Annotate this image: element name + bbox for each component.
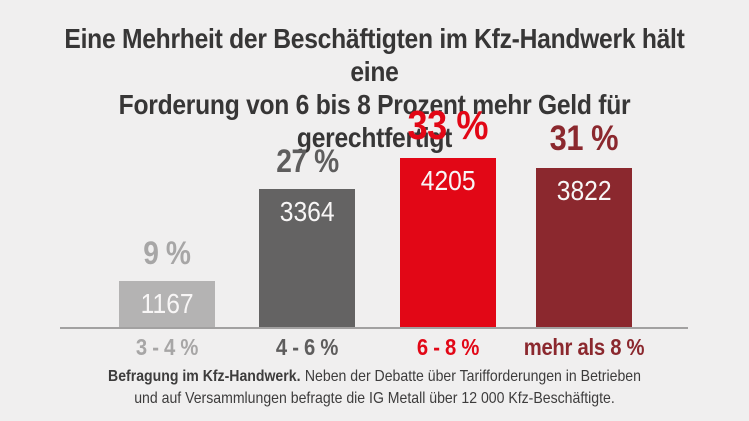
bar-percent-label: 27 % [275, 143, 339, 179]
x-axis-label-mehr-als-8-percent: mehr als 8 % [523, 334, 645, 360]
bar-group-mehr-als-8-percent: 31 % 3822 [536, 121, 632, 327]
x-axis-label-6-8-percent: 6 - 8 % [416, 334, 480, 360]
chart-title-line2: Forderung von 6 bis 8 Prozent mehr Geld … [118, 89, 631, 153]
bar-count-label: 1167 [140, 288, 194, 319]
source-note-lead: Befragung im Kfz-Handwerk. [108, 368, 301, 385]
bar-6-8-percent: 4205 [400, 158, 496, 327]
bar-count-label: 3822 [556, 175, 612, 206]
bar-count-label: 3364 [279, 196, 335, 227]
x-axis-label-4-6-percent: 4 - 6 % [275, 334, 339, 360]
source-note: Befragung im Kfz-Handwerk. Neben der Deba… [0, 366, 749, 410]
bar-percent-label: 9 % [143, 235, 191, 271]
bar-percent-label: 31 % [549, 119, 619, 158]
bar-4-6-percent: 3364 [259, 189, 355, 327]
x-axis-line [60, 327, 688, 329]
bar-group-6-8-percent: 33 % 4205 [400, 105, 496, 327]
bar-group-3-4-percent: 9 % 1167 [119, 237, 215, 327]
x-axis-label-3-4-percent: 3 - 4 % [135, 334, 199, 360]
source-note-line2: und auf Versammlungen befragte die IG Me… [134, 390, 615, 407]
chart-title: Eine Mehrheit der Beschäftigten im Kfz-H… [45, 22, 704, 154]
bar-percent-label: 33 % [407, 102, 489, 148]
source-note-line1: Befragung im Kfz-Handwerk. Neben der Deba… [45, 366, 704, 388]
bar-mehr-als-8-percent: 3822 [536, 168, 632, 327]
chart-title-line1: Eine Mehrheit der Beschäftigten im Kfz-H… [64, 23, 685, 87]
bar-group-4-6-percent: 27 % 3364 [259, 145, 355, 327]
source-note-line1-rest: Neben der Debatte über Tarifforderungen … [304, 368, 641, 385]
bar-count-label: 4205 [420, 165, 476, 196]
bar-3-4-percent: 1167 [119, 281, 215, 327]
